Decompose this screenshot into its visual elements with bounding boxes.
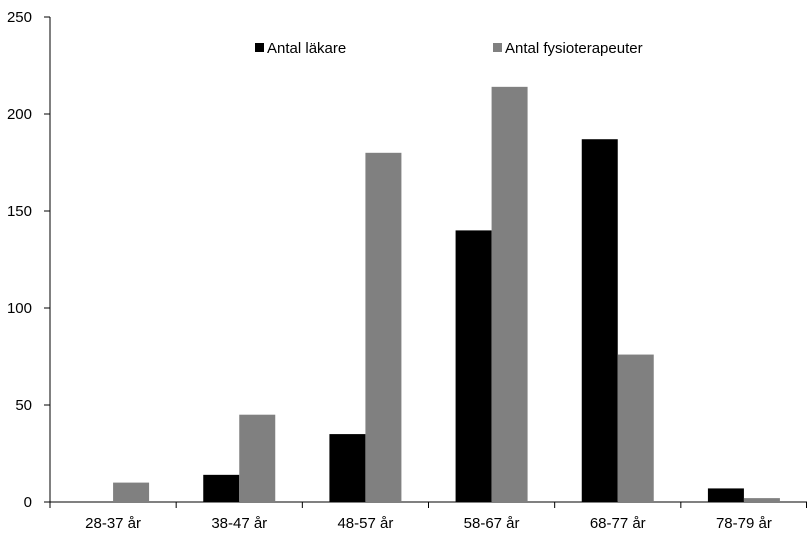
y-tick-label: 100 [7,300,32,317]
y-tick-label: 0 [24,494,32,511]
bar-lakare [581,139,618,502]
legend-label: Antal fysioterapeuter [505,40,643,57]
x-category-label: 68-77 år [590,515,646,532]
bar-fysioterapeuter [617,354,654,502]
bar-fysioterapeuter [239,414,276,502]
legend-swatch [493,43,502,52]
bar-lakare [329,434,366,502]
y-tick-label: 250 [7,9,32,26]
bar-lakare [203,474,240,502]
bars [113,86,780,503]
x-category-label: 78-79 år [716,515,772,532]
legend-swatch [255,43,264,52]
y-tick-label: 50 [15,397,32,414]
bar-lakare [707,488,744,502]
y-axis: 0 50 100 150 200 250 [7,9,51,511]
y-tick-label: 200 [7,106,32,123]
legend: Antal läkare Antal fysioterapeuter [255,40,643,57]
legend-label: Antal läkare [267,40,346,57]
x-category-label: 38-47 år [211,515,267,532]
x-category-label: 58-67 år [464,515,520,532]
x-category-label: 48-57 år [337,515,393,532]
bar-lakare [455,230,492,502]
x-axis: 28-37 år 38-47 år 48-57 år 58-67 år 68-77 år… [49,501,807,532]
x-category-label: 28-37 år [85,515,141,532]
y-tick-label: 150 [7,203,32,220]
bar-fysioterapeuter [113,482,150,502]
bar-fysioterapeuter [743,498,780,502]
bar-fysioterapeuter [365,152,402,503]
bar-fysioterapeuter [491,86,528,502]
